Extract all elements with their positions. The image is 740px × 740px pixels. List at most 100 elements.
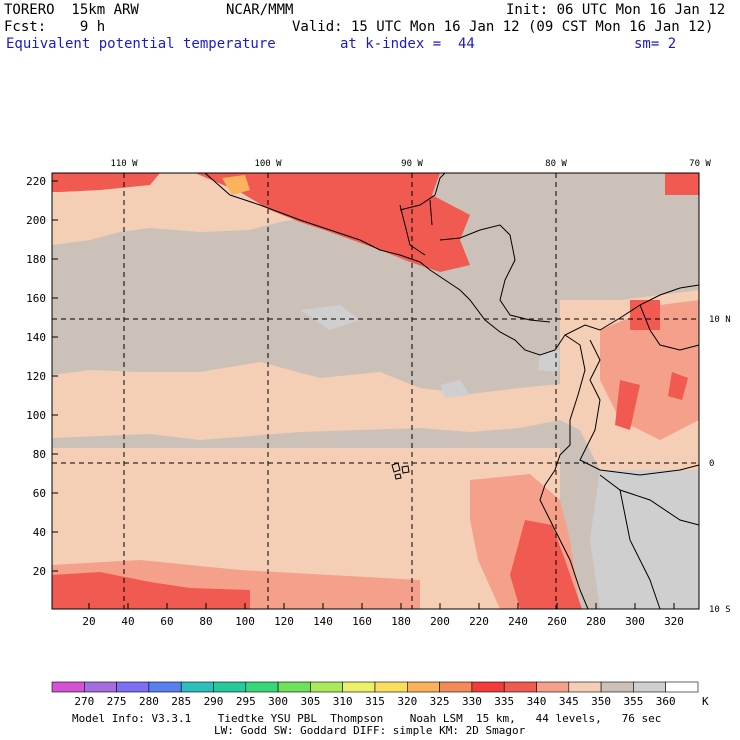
coast-yucatan bbox=[399, 172, 446, 211]
colorbar-label: 310 bbox=[333, 695, 353, 708]
model-info-line1: Model Info: V3.3.1 Tiedtke YSU PBL Thomp… bbox=[72, 712, 662, 725]
y-tick-label: 220 bbox=[26, 175, 46, 188]
colorbar-label: 315 bbox=[365, 695, 385, 708]
y-tick-label: 60 bbox=[33, 487, 46, 500]
colorbar-swatch bbox=[213, 681, 247, 693]
map-frame bbox=[51, 172, 700, 610]
field-grey-sa bbox=[590, 470, 699, 609]
field-grey-patch bbox=[300, 305, 560, 398]
y-tick-label: 20 bbox=[33, 565, 46, 578]
field-orange-spot bbox=[222, 175, 250, 195]
coast-mexico bbox=[204, 172, 700, 356]
field-red-nw bbox=[52, 173, 160, 192]
border-peru bbox=[599, 474, 700, 610]
colorbar-label: 325 bbox=[430, 695, 450, 708]
colorbar-label: 295 bbox=[236, 695, 256, 708]
colorbar-swatch bbox=[310, 681, 343, 693]
colorbar-swatch bbox=[245, 681, 279, 693]
coast-south-america bbox=[539, 334, 589, 610]
x-tick-label: 100 bbox=[235, 615, 255, 628]
x-tick-label: 160 bbox=[352, 615, 372, 628]
colorbar bbox=[51, 681, 699, 693]
x-tick-label: 220 bbox=[469, 615, 489, 628]
lon-label: 90 W bbox=[401, 159, 423, 169]
y-tick-label: 160 bbox=[26, 292, 46, 305]
colorbar-swatch bbox=[116, 681, 150, 693]
x-tick-label: 280 bbox=[586, 615, 606, 628]
colorbar-label: 330 bbox=[462, 695, 482, 708]
colorbar-labels: 270 275 280 285 290 295 300 305 310 315 320 325 330 3… bbox=[74, 695, 675, 708]
smoothing-info: sm= 2 bbox=[634, 36, 677, 52]
latitude-labels: 10 N 0 10 S bbox=[709, 315, 731, 615]
colorbar-swatch bbox=[406, 681, 440, 693]
colorbar-label: 305 bbox=[300, 695, 320, 708]
colorbar-swatch bbox=[342, 681, 376, 693]
colorbar-swatch bbox=[51, 681, 85, 693]
galapagos bbox=[391, 462, 410, 480]
colorbar-label: 355 bbox=[623, 695, 643, 708]
colorbar-label: 320 bbox=[397, 695, 417, 708]
y-tick-label: 40 bbox=[33, 526, 46, 539]
x-tick-label: 200 bbox=[430, 615, 450, 628]
model-info-line2: LW: Godd SW: Goddard DIFF: simple KM: 2D… bbox=[214, 724, 526, 737]
border-guatemala bbox=[399, 199, 433, 256]
y-tick-label: 80 bbox=[33, 448, 46, 461]
border-andes bbox=[579, 339, 700, 476]
colorbar-label: 275 bbox=[107, 695, 127, 708]
field-red-sw bbox=[52, 572, 250, 609]
colorbar-label: 270 bbox=[74, 695, 94, 708]
x-tick-label: 260 bbox=[547, 615, 567, 628]
x-tick-labels: 20 40 60 80 100 120 140 160 180 200 220 … bbox=[82, 615, 684, 628]
colorbar-swatch bbox=[148, 681, 182, 693]
colorbar-swatch bbox=[600, 681, 634, 693]
x-tick-label: 180 bbox=[391, 615, 411, 628]
x-tick-label: 140 bbox=[313, 615, 333, 628]
y-tick-labels: 20 40 60 80 100 120 140 160 180 200 220 bbox=[26, 175, 46, 578]
x-tick-label: 320 bbox=[664, 615, 684, 628]
colorbar-swatch bbox=[471, 681, 505, 693]
field-red-mexico bbox=[195, 173, 470, 272]
colorbar-swatch bbox=[665, 681, 699, 693]
field-red-ne bbox=[665, 173, 699, 195]
valid-time: Valid: 15 UTC Mon 16 Jan 12 (09 CST Mon … bbox=[292, 19, 714, 35]
colorbar-swatch bbox=[439, 681, 473, 693]
colorbar-label: 300 bbox=[268, 695, 288, 708]
latlon-grid bbox=[52, 173, 699, 609]
coastlines bbox=[204, 172, 700, 610]
colorbar-unit: K bbox=[702, 695, 709, 708]
init-time: Init: 06 UTC Mon 16 Jan 12 bbox=[506, 2, 726, 18]
field-red-peru bbox=[510, 520, 582, 609]
x-tick-label: 300 bbox=[625, 615, 645, 628]
forecast-hour: Fcst: 9 h bbox=[4, 19, 106, 35]
colorbar-label: 340 bbox=[527, 695, 547, 708]
lat-label: 10 N bbox=[709, 315, 731, 325]
x-tick-label: 20 bbox=[82, 615, 95, 628]
x-ticks bbox=[88, 603, 675, 609]
colorbar-swatch bbox=[503, 681, 537, 693]
colorbar-swatch bbox=[536, 681, 570, 693]
colorbar-swatch bbox=[277, 681, 311, 693]
colorbar-swatch bbox=[180, 681, 214, 693]
lon-label: 80 W bbox=[545, 159, 567, 169]
colorbar-swatch bbox=[568, 681, 602, 693]
coast-caribbean bbox=[439, 224, 551, 323]
colorbar-label: 335 bbox=[494, 695, 514, 708]
y-ticks bbox=[52, 180, 58, 572]
colorbar-label: 350 bbox=[591, 695, 611, 708]
x-tick-label: 120 bbox=[274, 615, 294, 628]
lat-label: 0 bbox=[709, 459, 714, 469]
level-info: at k-index = 44 bbox=[340, 36, 475, 52]
colorbar-swatch bbox=[374, 681, 408, 693]
temperature-field bbox=[52, 173, 699, 609]
colorbar-label: 360 bbox=[656, 695, 676, 708]
y-tick-label: 200 bbox=[26, 214, 46, 227]
lon-label: 110 W bbox=[110, 159, 138, 169]
y-tick-label: 180 bbox=[26, 253, 46, 266]
y-tick-label: 120 bbox=[26, 370, 46, 383]
x-tick-label: 40 bbox=[121, 615, 134, 628]
field-red-colombia bbox=[615, 300, 688, 430]
colorbar-swatch bbox=[633, 681, 667, 693]
organization: NCAR/MMM bbox=[226, 2, 294, 18]
colorbar-label: 285 bbox=[171, 695, 191, 708]
